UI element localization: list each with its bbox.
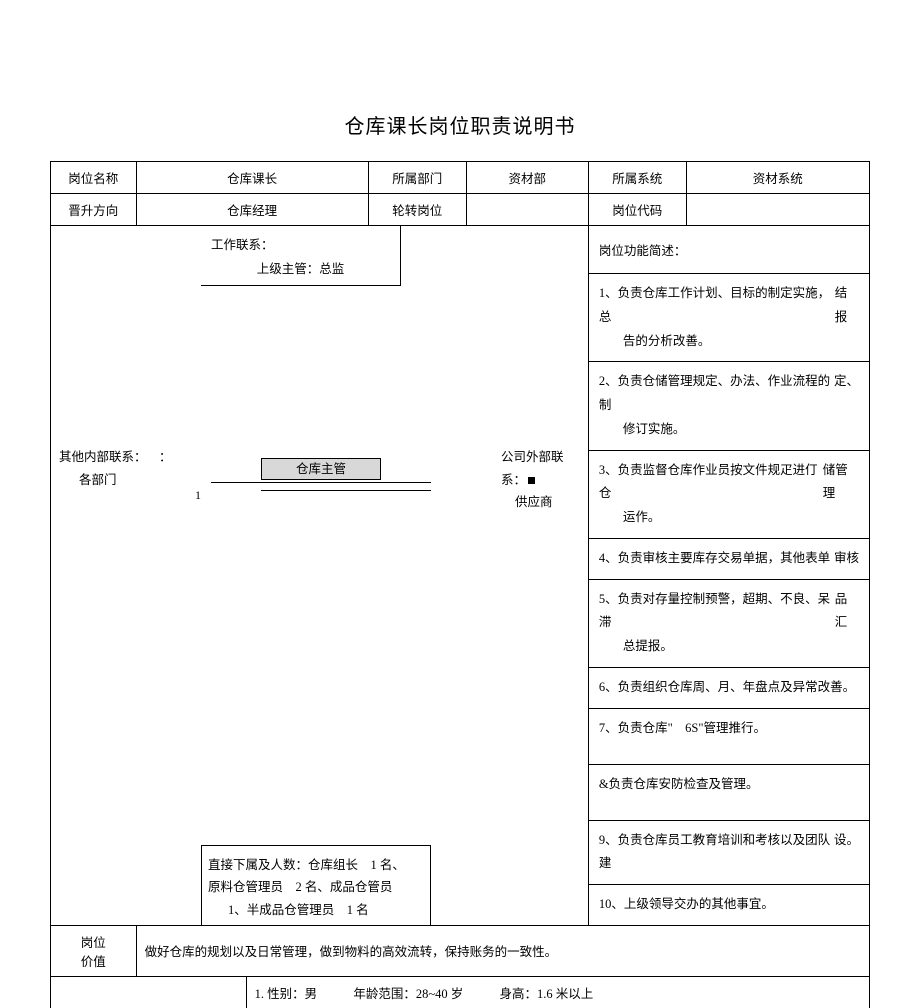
position-name-value: 仓库课长 [136, 162, 368, 194]
function-item: 9、负责仓库员工教育培训和考核以及团队建设。 [589, 821, 869, 886]
function-item-main: 3、负责监督仓库作业员按文件规疋进仃仓 [599, 459, 823, 507]
function-item: &负责仓库安防检查及管理。 [589, 765, 869, 821]
system-label: 所属系统 [588, 162, 686, 194]
value-row: 岗位价值 做好仓库的规划以及日常管理，做到物料的高效流转，保持账务的一致性。 [51, 925, 870, 976]
function-item: 1、负责仓库工作计划、目标的制定实施，总结报告的分析改善。 [589, 274, 869, 362]
external-contact: 公司外部联系： 供应商 [501, 446, 588, 514]
code-label: 岗位代码 [588, 194, 686, 226]
function-item-tail: 结报 [835, 282, 859, 330]
value-text: 做好仓库的规划以及日常管理，做到物料的高效流转，保持账务的一致性。 [136, 925, 869, 976]
function-item-main: 1、负责仓库工作计划、目标的制定实施，总 [599, 282, 835, 330]
external-value: 供应商 [501, 491, 588, 514]
function-item-main: 7、负责仓库" 6S"管理推行。 [599, 717, 859, 741]
department-value: 资材部 [466, 162, 588, 194]
function-item-tail: 定、 [834, 370, 859, 418]
function-item-sub: 总提报。 [599, 635, 859, 659]
position-name-label: 岗位名称 [51, 162, 137, 194]
decor-line-2 [261, 490, 431, 491]
job-table: 岗位名称 仓库课长 所属部门 资材部 所属系统 资材系统 晋升方向 仓库经理 轮… [50, 161, 870, 1008]
height-label: 身高： [500, 987, 538, 1001]
department-label: 所属部门 [368, 162, 466, 194]
rotation-label: 轮转岗位 [368, 194, 466, 226]
contact-box: 工作联系： 上级主管：总监 [201, 226, 401, 286]
value-label: 岗位价值 [51, 925, 137, 976]
function-item: 5、负责对存量控制预警，超期、不良、呆滞品汇总提报。 [589, 580, 869, 668]
req-empty [51, 976, 247, 1008]
function-item-main: 2、负责仓储管理规定、办法、作业流程的制 [599, 370, 834, 418]
header-row-2: 晋升方向 仓库经理 轮转岗位 岗位代码 [51, 194, 870, 226]
supervisor: 上级主管：总监 [211, 258, 390, 282]
function-item-sub: 运作。 [599, 506, 859, 530]
function-cell: 岗位功能简述： 1、负责仓库工作计划、目标的制定实施，总结报告的分析改善。2、负… [588, 226, 869, 926]
req-content: 1. 性别：男 年龄范围：28~40 岁 身高：1.6 米以上 [246, 976, 869, 1008]
requirements-row: 1. 性别：男 年龄范围：28~40 岁 身高：1.6 米以上 [51, 976, 870, 1008]
function-list: 1、负责仓库工作计划、目标的制定实施，总结报告的分析改善。2、负责仓储管理规定、… [589, 274, 869, 925]
mid-position-box: 仓库主管 [261, 458, 381, 480]
function-item-main: 10、上级领导交办的其他事宜。 [599, 893, 859, 917]
height-value: 1.6 米以上 [537, 987, 593, 1001]
system-value: 资材系统 [686, 162, 869, 194]
function-item-main: 6、负责组织仓库周、月、年盘点及异常改善。 [599, 676, 859, 700]
code-value [686, 194, 869, 226]
function-item: 4、负责审核主要库存交易单据，其他表单审核 [589, 539, 869, 580]
function-item-tail: 设。 [834, 829, 859, 877]
function-item-tail: 储管理 [823, 459, 859, 507]
function-item-tail: 审核 [834, 547, 859, 571]
function-item: 6、负责组织仓库周、月、年盘点及异常改善。 [589, 668, 869, 709]
function-item-main: 9、负责仓库员工教育培训和考核以及团队建 [599, 829, 834, 877]
function-item: 2、负责仓储管理规定、办法、作业流程的制定、修订实施。 [589, 362, 869, 450]
sub-line-3: 1、半成品仓管理员 1 名 [208, 899, 424, 922]
internal-contact: 其他内部联系： ： 各部门 [59, 446, 172, 491]
one-label: 1 [195, 488, 201, 503]
function-item-tail: 品汇 [835, 588, 859, 636]
function-item-sub: 告的分析改善。 [599, 330, 859, 354]
body-row: 工作联系： 上级主管：总监 其他内部联系： ： 各部门 仓库主管 1 公司外部联… [51, 226, 870, 926]
function-item-sub: 修订实施。 [599, 418, 859, 442]
header-row-1: 岗位名称 仓库课长 所属部门 资材部 所属系统 资材系统 [51, 162, 870, 194]
promotion-value: 仓库经理 [136, 194, 368, 226]
age-value: 28~40 岁 [416, 987, 463, 1001]
function-item-main: &负责仓库安防检查及管理。 [599, 773, 859, 797]
subordinates-box: 直接下属及人数：仓库组长 1 名、 原料仓管理员 2 名、成品仓管员 1、半成品… [201, 845, 431, 925]
contact-title: 工作联系： [211, 234, 390, 258]
decor-line-1 [211, 482, 431, 483]
rotation-value [466, 194, 588, 226]
sub-line-2: 原料仓管理员 2 名、成品仓管员 [208, 876, 424, 899]
relationship-cell: 工作联系： 上级主管：总监 其他内部联系： ： 各部门 仓库主管 1 公司外部联… [51, 226, 589, 926]
function-item-main: 5、负责对存量控制预警，超期、不良、呆滞 [599, 588, 835, 636]
gender-value: 男 [305, 987, 318, 1001]
function-item: 7、负责仓库" 6S"管理推行。 [589, 709, 869, 765]
promotion-label: 晋升方向 [51, 194, 137, 226]
function-header: 岗位功能简述： [589, 226, 869, 274]
function-item-main: 4、负责审核主要库存交易单据，其他表单 [599, 547, 830, 571]
age-label: 年龄范围： [353, 987, 416, 1001]
sub-line-1: 直接下属及人数：仓库组长 1 名、 [208, 854, 424, 877]
function-item: 3、负责监督仓库作业员按文件规疋进仃仓储管理运作。 [589, 451, 869, 539]
square-icon [528, 477, 535, 484]
external-label: 公司外部联系： [501, 446, 588, 491]
internal-label: 其他内部联系： ： [59, 446, 172, 469]
gender-label: 1. 性别： [255, 987, 305, 1001]
internal-value: 各部门 [59, 469, 172, 492]
function-item: 10、上级领导交办的其他事宜。 [589, 885, 869, 925]
document-title: 仓库课长岗位职责说明书 [50, 110, 870, 139]
